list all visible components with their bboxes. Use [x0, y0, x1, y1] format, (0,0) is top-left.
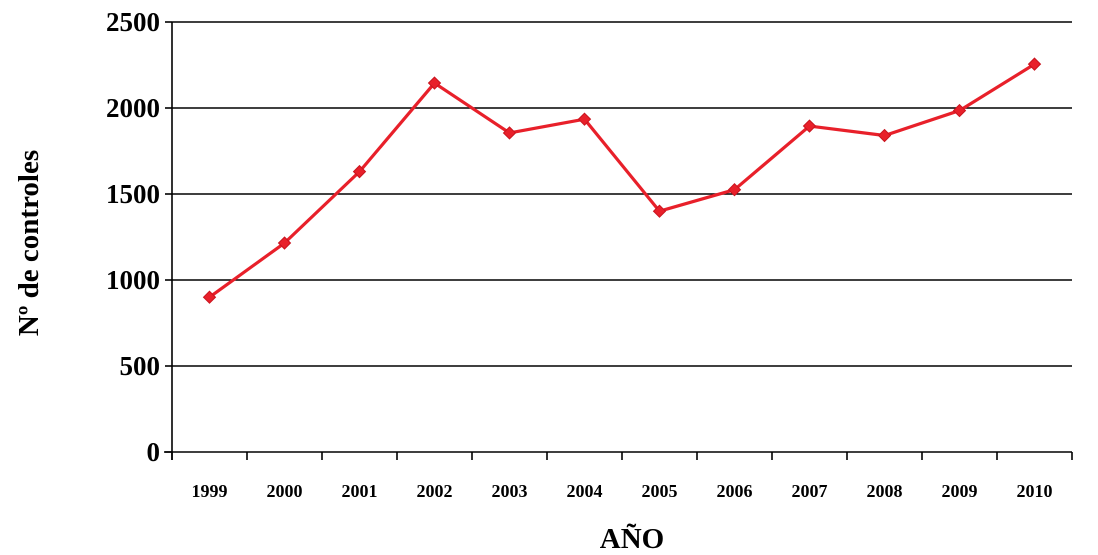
y-tick-label: 2500 — [106, 7, 160, 37]
y-tick-label: 1500 — [106, 179, 160, 209]
data-point — [652, 204, 667, 218]
x-tick-label: 2004 — [567, 481, 603, 501]
gridlines — [172, 21, 1072, 367]
x-tick-label: 2000 — [267, 481, 303, 501]
y-tick-labels: 0 500 1000 1500 2000 2500 — [106, 7, 160, 467]
data-point — [202, 290, 217, 304]
y-axis-title: Nº de controles — [13, 150, 45, 336]
data-point — [352, 164, 367, 179]
data-point — [952, 103, 967, 118]
data-point — [577, 112, 592, 126]
x-tick-label: 2001 — [342, 481, 378, 501]
x-tick-label: 1999 — [192, 481, 228, 501]
data-point — [802, 119, 817, 133]
x-tick-label: 2008 — [867, 481, 903, 501]
x-tick-label: 2003 — [492, 481, 528, 501]
data-point — [502, 126, 517, 140]
axes — [164, 21, 1073, 460]
x-tick-label: 2009 — [942, 481, 978, 501]
data-point — [727, 182, 742, 197]
data-point — [277, 236, 292, 250]
y-tick-label: 1000 — [106, 265, 160, 295]
x-tick-label: 2010 — [1017, 481, 1053, 501]
data-point — [427, 76, 442, 90]
x-tick-labels: 1999 2000 2001 2002 2003 2004 2005 2006 2007 2008… — [192, 481, 1053, 501]
y-tick-label: 500 — [120, 351, 161, 381]
x-tick-label: 2002 — [417, 481, 453, 501]
y-tick-label: 2000 — [106, 93, 160, 123]
series-line — [208, 62, 1036, 299]
data-point — [877, 128, 892, 143]
x-tick-label: 2005 — [642, 481, 678, 501]
series-group — [202, 57, 1042, 304]
x-tick-label: 2007 — [792, 481, 828, 501]
data-point — [1027, 57, 1042, 71]
y-tick-label: 0 — [147, 437, 161, 467]
x-axis-title: AÑO — [600, 522, 664, 555]
x-tick-label: 2006 — [717, 481, 753, 501]
